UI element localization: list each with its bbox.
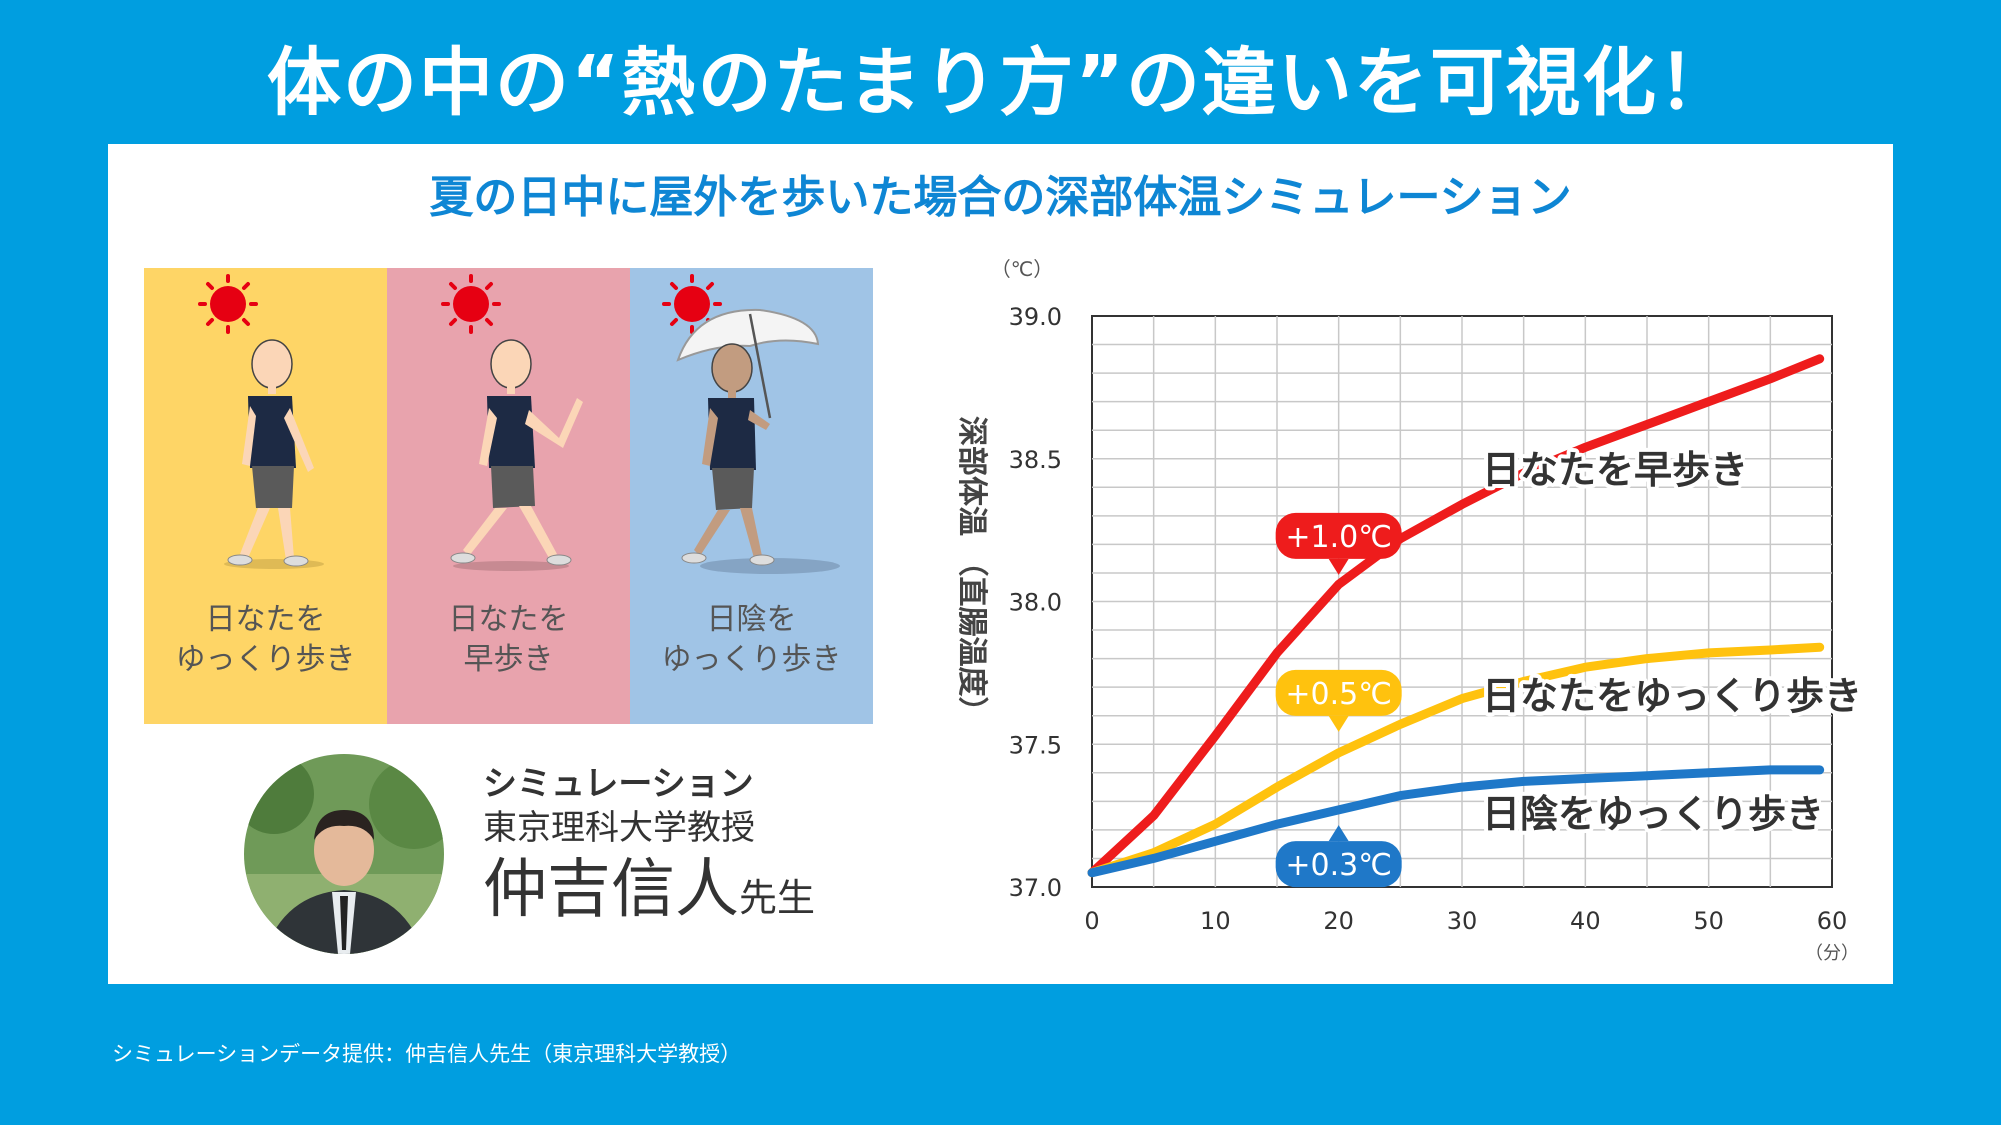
shade-slow-walker-illustration [662,274,840,574]
series-label: 日陰をゆっくり歩き [1482,792,1824,836]
footnote: シミュレーションデータ提供：仲吉信人先生（東京理科大学教授） [112,1042,742,1066]
x-unit-label: （分） [1805,943,1859,964]
badge-sunny-slow: +0.5℃ [1285,677,1392,712]
badge-shade-slow-bg [1275,841,1402,888]
x-tick-label: 0 [1084,907,1099,935]
x-tick-label: 40 [1570,907,1601,935]
researcher-info: シミュレーション 東京理科大学教授 仲吉信人先生 [483,762,815,938]
caption-line2: ゆっくり歩き [175,642,356,677]
scene-caption: 日なたを ゆっくり歩き [144,600,387,680]
y-tick-label: 39.0 [1009,303,1062,331]
series-label: 日なたを早歩き [1482,448,1748,492]
line-sunny-slow [1087,642,1825,878]
content-panel: 夏の日中に屋外を歩いた場合の深部体温シミュレーション [108,144,1893,984]
subtitle: 夏の日中に屋外を歩いた場合の深部体温シミュレーション [429,172,1572,223]
line-sunny-fast [1087,354,1825,878]
series-label: 日なたをゆっくり歩き [1482,674,1862,718]
researcher-avatar [244,754,444,954]
badge-sunny-fast: +1.0℃ [1285,520,1392,555]
y-tick-label: 37.0 [1009,874,1062,902]
sun-icon [198,274,258,334]
caption-line1: 日なたを [205,602,326,637]
badge-sunny-fast-bg [1275,512,1402,559]
walker-figure [450,339,583,571]
walker-figure [224,339,324,569]
scene-caption: 日なたを 早歩き [387,600,630,680]
caption-line1: 日なたを [448,602,569,637]
y-tick-label: 38.5 [1009,446,1062,474]
researcher-honorific: 先生 [739,876,816,920]
caption-line1: 日陰を [706,602,797,637]
x-tick-label: 20 [1323,907,1354,935]
researcher-name: 仲吉信人 [483,853,739,927]
x-tick-label: 10 [1200,907,1231,935]
sunny-slow-walker-illustration [198,274,324,569]
y-tick-label: 38.0 [1009,589,1062,617]
badge-sunny-slow-pointer [1328,715,1349,732]
badge-shade-slow: +0.3℃ [1285,848,1392,883]
x-tick-label: 60 [1817,907,1848,935]
badge-sunny-fast-pointer [1328,558,1349,575]
sunny-fast-walker-illustration [441,274,583,571]
y-tick-label: 37.5 [1009,731,1062,759]
body-temperature-chart: 37.0 37.5 38.0 38.5 39.0 0 10 20 30 40 50 60 （℃） （分） 深… [954,257,1866,964]
researcher-role: シミュレーション [483,764,754,804]
y-unit-label: （℃） [991,257,1053,281]
x-tick-label: 30 [1447,907,1478,935]
sun-icon [441,274,501,334]
headline: 体の中の“熱のたまり方”の違いを可視化！ [266,40,1735,126]
researcher-portrait-icon [244,754,444,954]
scene-sunny-fast: 日なたを 早歩き [387,268,630,724]
researcher-name-line: 仲吉信人先生 [483,850,815,938]
badge-shade-slow-pointer [1328,825,1349,842]
scene-sunny-slow: 日なたを ゆっくり歩き [144,268,387,724]
x-tick-label: 50 [1693,907,1724,935]
scene-caption: 日陰を ゆっくり歩き [630,600,873,680]
walking-scenes: 日なたを ゆっくり歩き [144,268,874,724]
y-axis-label: 深部体温 （直腸温度） [954,416,989,726]
caption-line2: ゆっくり歩き [661,642,842,677]
scene-shade-slow: 日陰を ゆっくり歩き [630,268,873,724]
walker-figure [681,343,840,574]
researcher-affiliation: 東京理科大学教授 [483,808,755,848]
line-shade-slow [1087,765,1825,878]
caption-line2: 早歩き [463,642,554,677]
badge-sunny-slow-bg [1275,669,1402,716]
